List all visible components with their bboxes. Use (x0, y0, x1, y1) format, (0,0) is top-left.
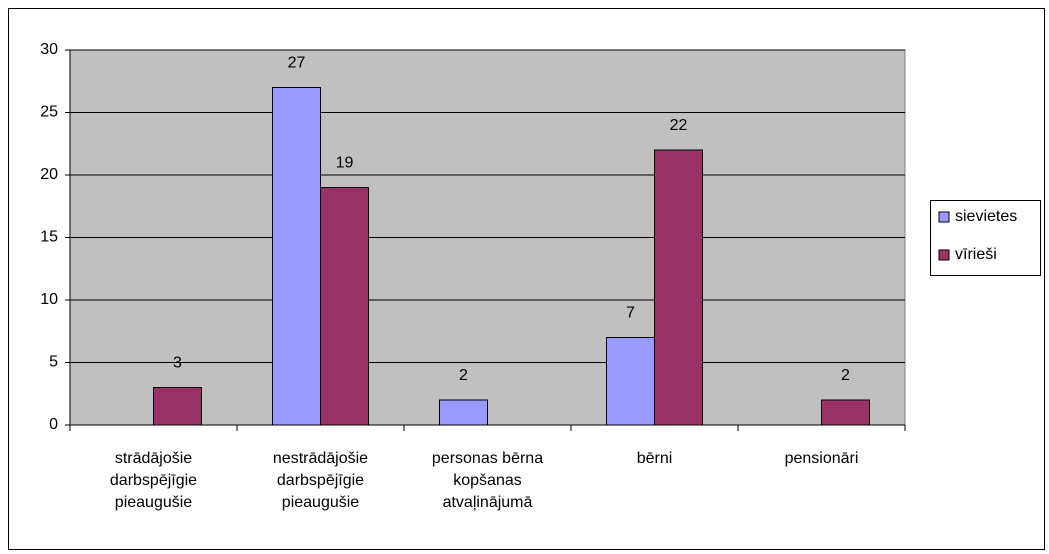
bar (272, 87, 321, 426)
data-label: 27 (288, 55, 306, 72)
data-label: 2 (459, 367, 468, 384)
x-tick-label: bērni (636, 450, 673, 467)
bar (439, 399, 488, 426)
data-label: 3 (173, 355, 182, 372)
data-label: 2 (841, 367, 850, 384)
legend-swatch (938, 211, 950, 223)
y-tick-label: 0 (49, 416, 58, 433)
y-tick-label: 25 (40, 104, 58, 121)
bar (821, 399, 870, 426)
bar (153, 387, 202, 426)
data-label: 7 (626, 305, 635, 322)
y-tick-label: 15 (40, 229, 58, 246)
data-label: 22 (670, 117, 688, 134)
legend-label: sievietes (955, 208, 1017, 225)
y-tick-label: 20 (40, 166, 58, 183)
data-label: 19 (336, 155, 354, 172)
x-tick-label: strādājošie darbspējīgie pieaugušie (109, 450, 198, 511)
x-tick-label: nestrādājošie darbspējīgie pieaugušie (272, 450, 369, 511)
legend-swatch (938, 249, 950, 261)
bar (654, 149, 703, 426)
x-tick-label: pensionāri (784, 450, 859, 467)
legend-label: vīrieši (955, 246, 997, 263)
bar (320, 187, 369, 426)
y-tick-label: 30 (40, 41, 58, 58)
y-tick-label: 10 (40, 291, 58, 308)
y-tick-label: 5 (49, 354, 58, 371)
x-tick-label: personas bērna kopšanas atvaļinājumā (431, 450, 544, 511)
bar (606, 337, 655, 426)
